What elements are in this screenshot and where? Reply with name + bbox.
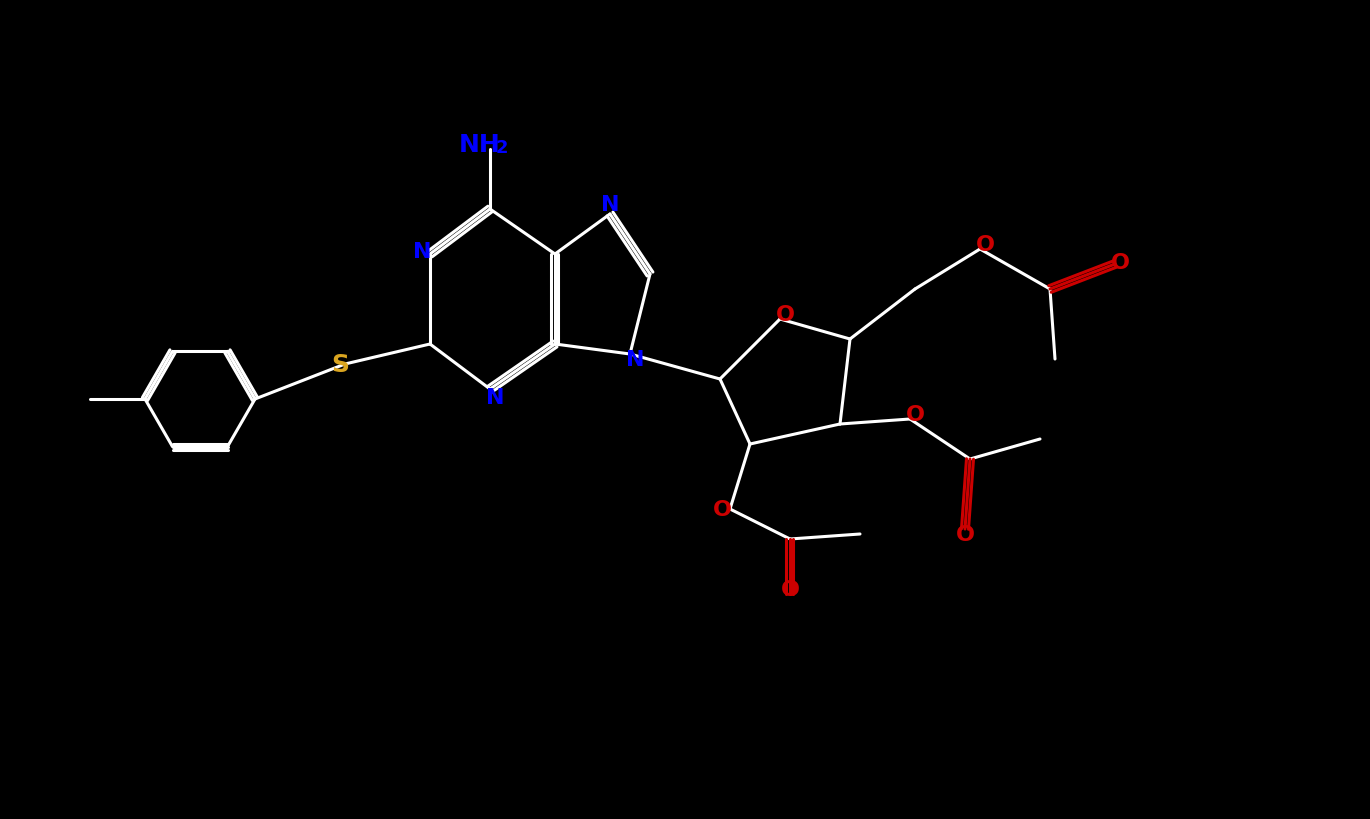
- Text: O: O: [975, 235, 995, 255]
- Text: N: N: [486, 387, 504, 408]
- Text: S: S: [332, 352, 349, 377]
- Text: O: O: [712, 500, 732, 519]
- Text: 2: 2: [496, 139, 508, 156]
- Text: O: O: [781, 579, 800, 600]
- Text: N: N: [601, 195, 619, 215]
- Text: O: O: [906, 405, 925, 424]
- Text: O: O: [1111, 253, 1129, 273]
- Text: O: O: [775, 305, 795, 324]
- Text: NH: NH: [459, 133, 501, 156]
- Text: N: N: [412, 242, 432, 262]
- Text: O: O: [955, 524, 974, 545]
- Text: N: N: [626, 350, 644, 369]
